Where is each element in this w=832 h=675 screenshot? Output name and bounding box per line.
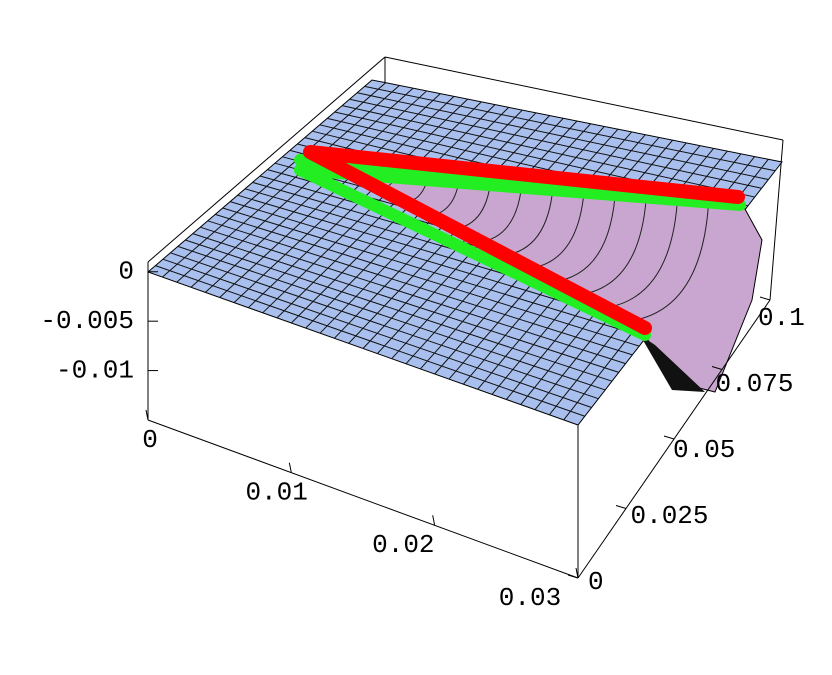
box-edge [769,139,784,301]
surface-shadow [640,335,705,392]
x-tick-label: 0 [142,425,158,455]
mesh-line [356,92,769,181]
ridge-line [294,154,746,341]
z-tick-label: -0.01 [56,355,134,385]
mesh-line [364,85,776,172]
y-tick [615,505,627,509]
x-tick [432,515,436,526]
surface [147,79,783,426]
x-tick-label: 0.01 [245,478,307,508]
y-tick-label: 0.1 [758,303,805,333]
y-tick [663,435,675,440]
y-tick-label: 0 [588,567,604,597]
mesh-line [342,105,755,198]
y-tick-label: 0.05 [673,435,735,465]
y-tick [759,296,771,301]
x-tick-label: 0.03 [499,583,561,613]
box-edge [384,56,784,141]
z-tick-label: 0 [118,257,134,287]
y-tick [711,366,723,370]
ridge-line [303,145,745,335]
box-edge [147,419,579,579]
y-tick [567,574,579,579]
x-tick-label: 0.02 [372,530,434,560]
y-tick-label: 0.025 [631,501,709,531]
z-tick-label: -0.005 [40,306,134,336]
x-tick [288,462,292,473]
x-tick [145,409,149,421]
box-edge [147,56,386,263]
mesh-line [349,98,762,189]
x-tick [575,567,579,579]
y-tick-label: 0.075 [716,369,794,399]
